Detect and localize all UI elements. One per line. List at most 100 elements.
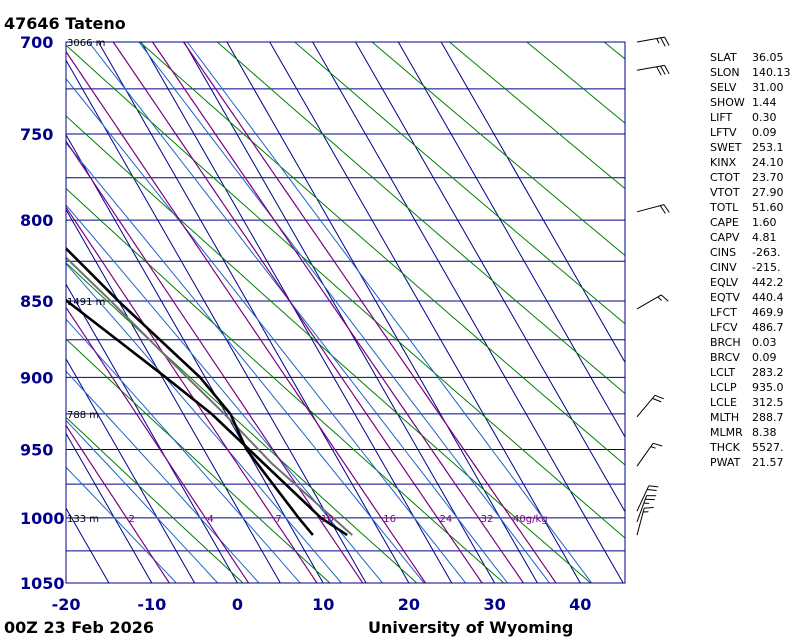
index-row: KINX 24.10 [710, 155, 791, 170]
index-value: 442.2 [752, 276, 784, 289]
footer-source: University of Wyoming [368, 618, 573, 637]
background-lines [66, 42, 625, 583]
wind-barb-flag [652, 397, 662, 403]
isotherm-line [66, 283, 239, 583]
index-name: LFCV [710, 321, 738, 334]
wind-barb-flag [660, 37, 666, 47]
pressure-tick-label: 1000 [20, 509, 65, 528]
temperature-tick-label: 0 [232, 595, 243, 614]
index-name: LCLT [710, 366, 736, 379]
temperature-tick-label: -10 [137, 595, 166, 614]
index-value: 5527. [752, 441, 784, 454]
moist-adiabat-line [66, 419, 219, 583]
mixing-ratio-line [66, 306, 250, 583]
wind-barb-staff [636, 443, 654, 467]
index-row: LFTV 0.09 [710, 125, 791, 140]
isotherm-line [66, 59, 367, 583]
wind-barb [636, 507, 654, 536]
pressure-tick-label: 900 [20, 368, 53, 387]
moist-adiabat-line [66, 466, 177, 583]
wind-barb-half-flag [656, 38, 660, 44]
height-label: 1491 m [67, 297, 105, 308]
index-value: 0.09 [752, 351, 777, 364]
dry-adiabat-line [139, 42, 625, 466]
index-name: LCLE [710, 396, 737, 409]
wind-barb [636, 485, 659, 512]
pressure-tick-label: 750 [20, 125, 53, 144]
index-row: EQTV 440.4 [710, 290, 791, 305]
index-row: CAPE 1.60 [710, 215, 791, 230]
isotherm-line [354, 42, 625, 513]
index-name: LIFT [710, 111, 733, 124]
wind-barb-staff [636, 485, 650, 512]
wind-barb-flag [644, 507, 654, 509]
wind-barb-staff [636, 64, 665, 71]
index-name: MLMR [710, 426, 743, 439]
index-value: 440.4 [752, 291, 784, 304]
wind-barb [636, 204, 670, 214]
axis-labels: 2 4 7 10 16 24 32 40g/kg70075080085090095010001… [20, 33, 591, 614]
index-row: BRCH 0.03 [710, 335, 791, 350]
moist-adiabat-line [66, 370, 260, 583]
wind-barbs [636, 36, 670, 536]
pressure-tick-label: 850 [20, 292, 53, 311]
index-name: CTOT [710, 171, 740, 184]
mixing-ratio-label: 16 [383, 514, 396, 525]
temperature-tick-label: -20 [52, 595, 81, 614]
index-row: SLON 140.13 [710, 65, 791, 80]
mixing-ratio-label: 24 [440, 514, 453, 525]
mixing-ratio-label: 40g/kg [513, 514, 548, 525]
dry-adiabat-line [371, 42, 625, 257]
index-row: CAPV 4.81 [710, 230, 791, 245]
sounding-indices: SLAT 36.05 SLON 140.13 SELV 31.00 SHOW 1.44 LIFT… [710, 50, 791, 470]
isotherm-line [226, 42, 539, 583]
wind-barb-flag [664, 65, 670, 75]
index-row: LFCV 486.7 [710, 320, 791, 335]
profiles [66, 246, 353, 537]
height-label: 788 m [67, 410, 99, 421]
isotherm-line [66, 133, 324, 583]
index-name: CAPE [710, 216, 739, 229]
index-name: KINX [710, 156, 737, 169]
mixing-ratio-label: 10 [321, 514, 334, 525]
dry-adiabat-line [66, 338, 331, 583]
index-name: BRCV [710, 351, 740, 364]
wind-barb-staff [636, 495, 648, 523]
index-row: PWAT 21.57 [710, 455, 791, 470]
wind-barb [636, 36, 670, 47]
pressure-tick-label: 800 [20, 211, 53, 230]
temperature-tick-label: 30 [483, 595, 505, 614]
index-name: EQTV [710, 291, 740, 304]
temperature-tick-label: 20 [398, 595, 420, 614]
index-name: MLTH [710, 411, 740, 424]
index-row: VTOT 27.90 [710, 185, 791, 200]
index-value: 312.5 [752, 396, 784, 409]
height-label: 3066 m [67, 38, 105, 49]
dry-adiabat-line [66, 115, 592, 583]
index-row: CINV -215. [710, 260, 791, 275]
isotherm-line [66, 432, 153, 583]
index-value: 0.09 [752, 126, 777, 139]
wind-barb [636, 294, 669, 310]
index-row: LIFT 0.30 [710, 110, 791, 125]
index-row: MLTH 288.7 [710, 410, 791, 425]
dewpoint-profile-line [66, 298, 348, 537]
mixing-ratio-line [66, 50, 427, 583]
wind-barb-flag [656, 66, 662, 76]
index-row: TOTL 51.60 [710, 200, 791, 215]
index-name: LFCT [710, 306, 737, 319]
index-value: 27.90 [752, 186, 784, 199]
index-name: THCK [710, 441, 740, 454]
dry-adiabat-line [448, 42, 625, 190]
wind-barb-half-flag [657, 296, 662, 301]
isotherm-line [183, 42, 496, 583]
index-row: BRCV 0.09 [710, 350, 791, 365]
index-value: 283.2 [752, 366, 784, 379]
parcel-trace-line [66, 256, 353, 536]
index-name: SLAT [710, 51, 737, 64]
wind-barb-flag [660, 65, 666, 75]
moist-adiabat-line [66, 78, 467, 583]
moist-adiabat-line [66, 318, 301, 583]
wind-barb [636, 64, 670, 76]
